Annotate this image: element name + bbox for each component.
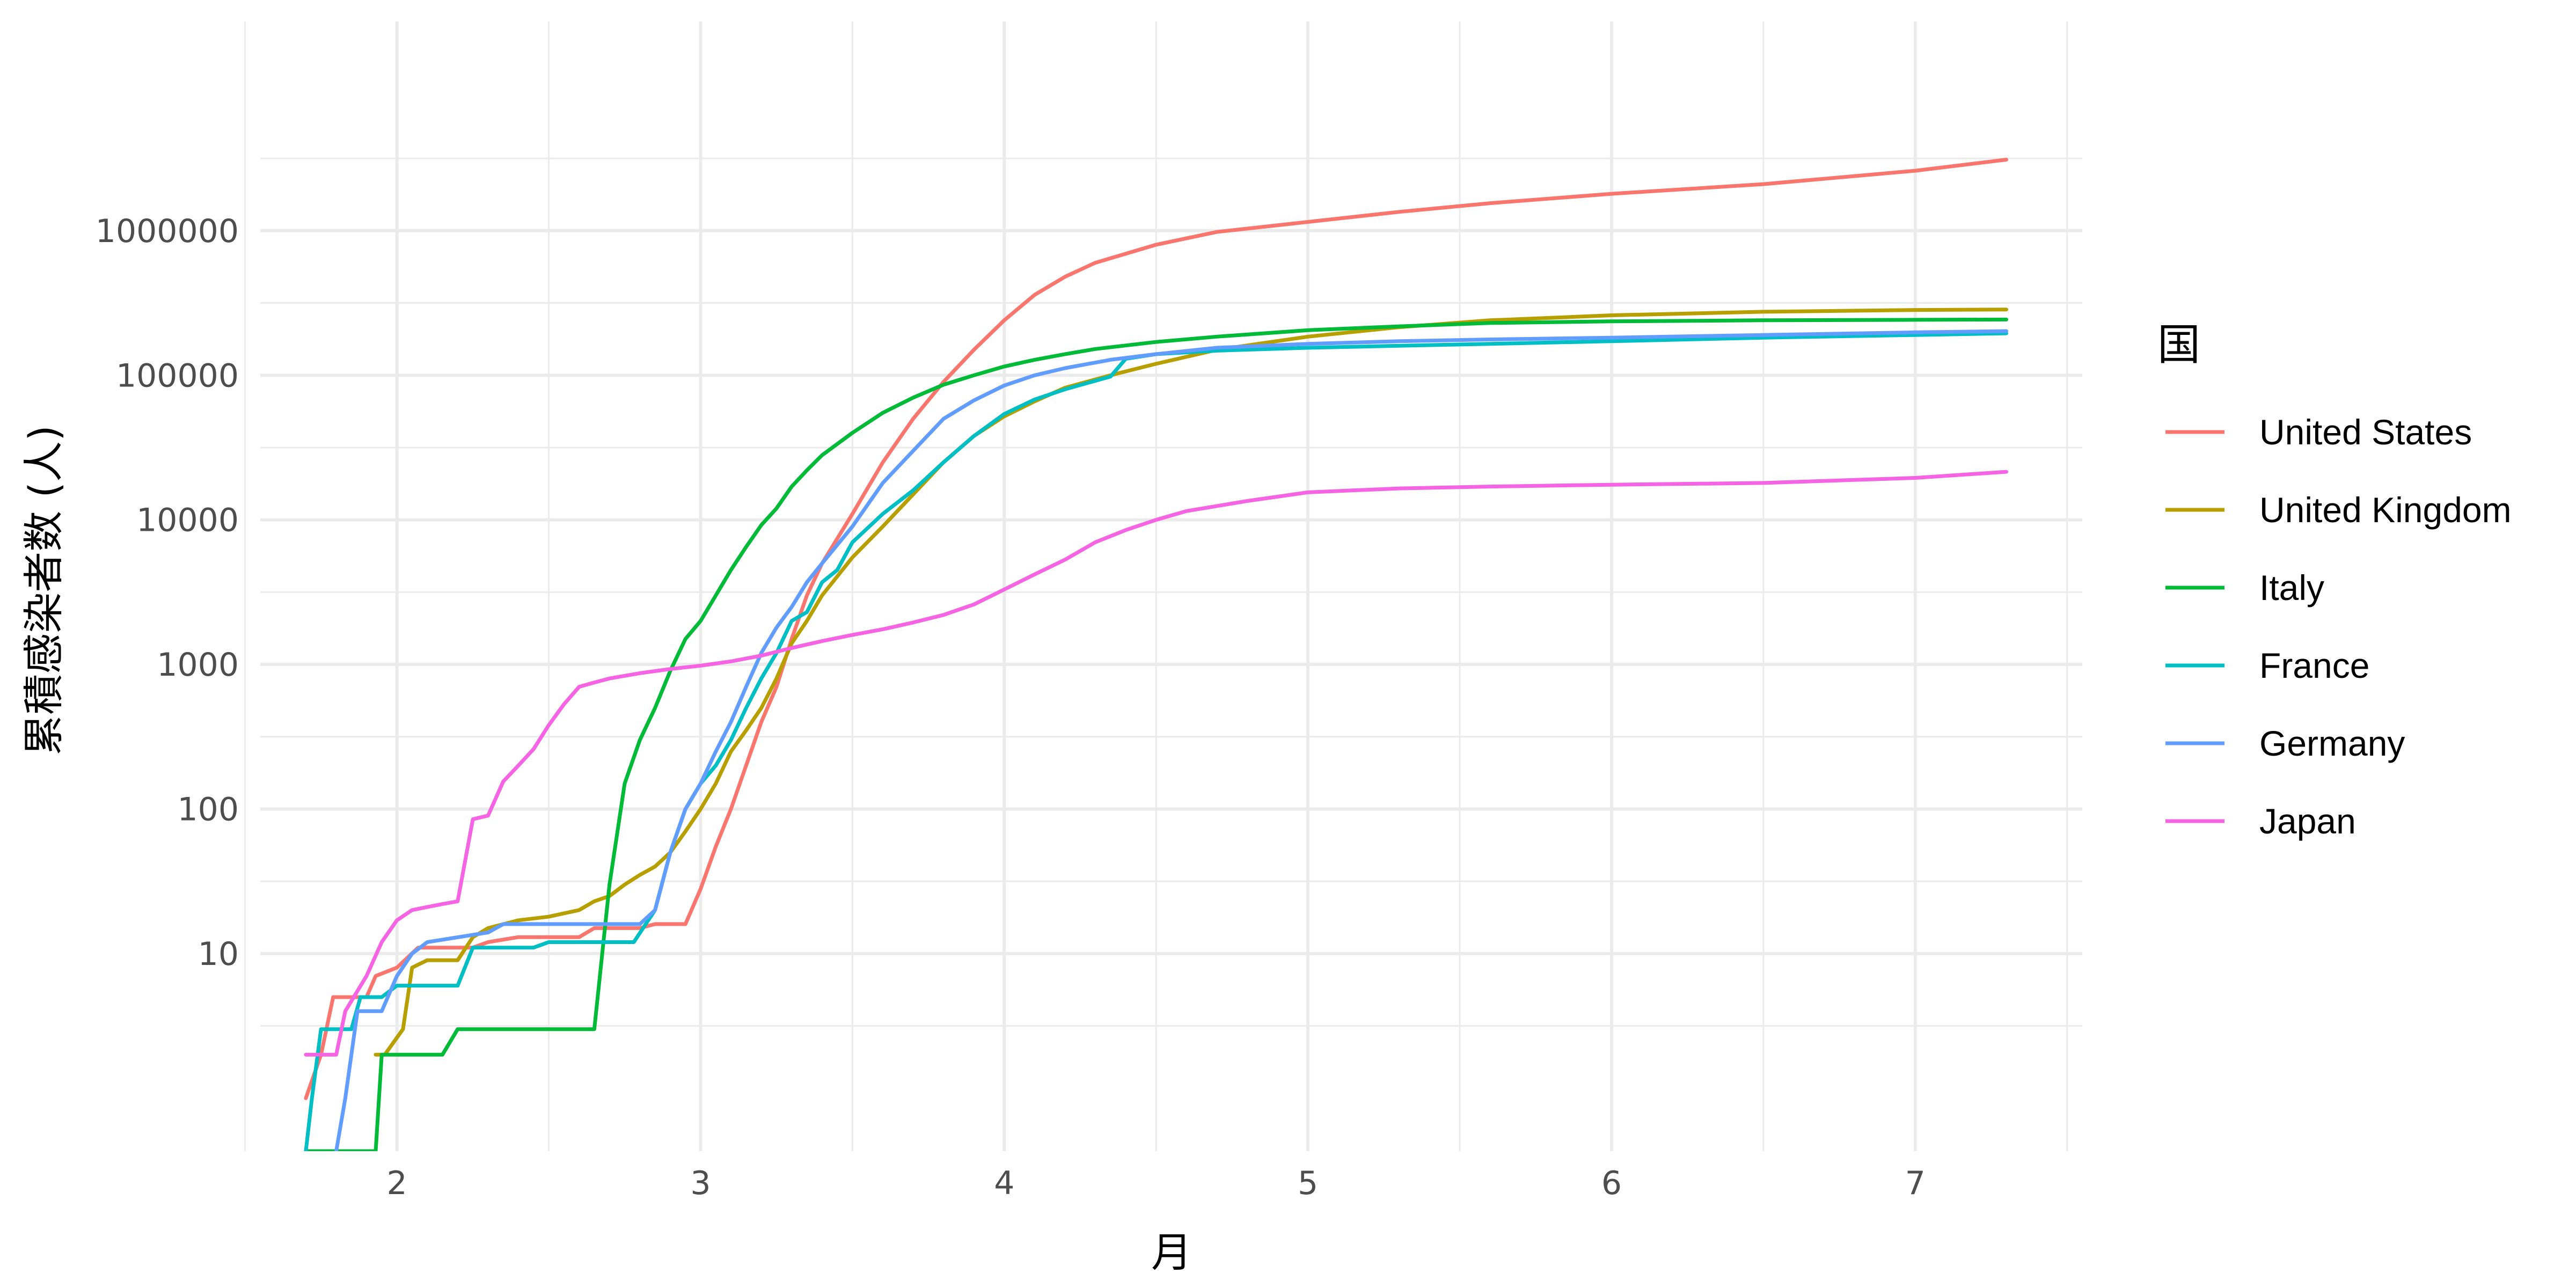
legend-label-germany: Germany: [2259, 723, 2405, 763]
legend-label-italy: Italy: [2259, 568, 2324, 608]
x-tick-label: 3: [690, 1165, 711, 1202]
series-line-france: [304, 331, 2008, 1151]
y-axis-title: 累積感染者数 (人): [20, 425, 68, 755]
x-tick-label: 5: [1298, 1165, 1318, 1202]
y-tick-label: 100: [177, 791, 239, 828]
y-tick-label: 10: [198, 935, 239, 973]
minor-gridlines: [244, 21, 2082, 1151]
y-tick-label: 1000000: [96, 213, 239, 250]
y-tick-label: 100000: [116, 357, 239, 394]
series-lines: [304, 158, 2008, 1151]
x-axis-title: 月: [1151, 1228, 1192, 1276]
x-tick-labels: 2 3 4 5 6 7: [387, 1165, 1926, 1202]
legend-label-united-states: United States: [2259, 412, 2472, 452]
legend-title: 国: [2157, 320, 2200, 370]
y-tick-label: 10000: [136, 502, 239, 539]
legend-items: United States United Kingdom Italy France Ge…: [2165, 412, 2512, 841]
legend: 国 United States United Kingdom Italy France…: [2157, 320, 2512, 841]
y-tick-label: 1000: [157, 646, 239, 684]
x-tick-label: 7: [1905, 1165, 1926, 1202]
series-line-japan: [304, 470, 2008, 1057]
legend-label-united-kingdom: United Kingdom: [2259, 490, 2512, 530]
legend-label-france: France: [2259, 646, 2369, 685]
series-line-germany: [334, 329, 2008, 1151]
major-gridlines: [260, 21, 2082, 1151]
legend-label-japan: Japan: [2259, 801, 2356, 841]
x-tick-label: 2: [387, 1165, 407, 1202]
x-tick-label: 4: [994, 1165, 1014, 1202]
y-tick-labels: 10 100 1000 10000 100000 1000000: [96, 213, 239, 973]
x-tick-label: 6: [1601, 1165, 1622, 1202]
series-line-italy: [304, 317, 2008, 1151]
